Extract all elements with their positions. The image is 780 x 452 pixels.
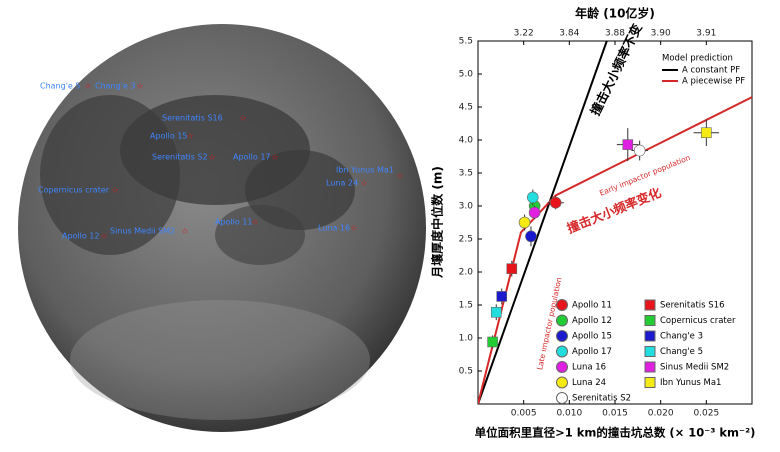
- legend-label: Apollo 15: [572, 332, 612, 342]
- legend-marker: [644, 361, 656, 373]
- site-star: ☆: [186, 132, 193, 141]
- moon-label: Serenitatis S16: [162, 114, 223, 123]
- x-tick-label: 0.015: [602, 409, 628, 419]
- point: [496, 291, 508, 302]
- site-star: ☆: [208, 153, 215, 162]
- x2-tick-label: 3.84: [559, 29, 579, 39]
- moon-label: Copernicus crater: [38, 186, 110, 195]
- point: [526, 191, 539, 204]
- model-line: [478, 96, 752, 404]
- legend-marker: [644, 299, 656, 311]
- highlands: [70, 300, 370, 420]
- site-star: ☆: [360, 179, 367, 188]
- x2-tick-label: 3.90: [651, 29, 671, 39]
- y-tick-label: 2.0: [459, 268, 474, 278]
- site-star: ☆: [239, 114, 246, 123]
- x-tick-label: 0.010: [556, 409, 582, 419]
- point: [518, 216, 531, 229]
- legend-title: Model prediction: [662, 54, 733, 64]
- moon-label: Luna 24: [326, 179, 358, 188]
- legend-marker: [556, 345, 568, 358]
- legend-marker: [644, 377, 656, 388]
- y-tick-label: 4.5: [459, 103, 473, 113]
- moon-label: Serenitatis S2: [152, 153, 208, 162]
- x2-tick-label: 3.91: [696, 29, 716, 39]
- legend-marker: [644, 330, 656, 342]
- legend-label: Apollo 11: [572, 301, 612, 311]
- point: [549, 196, 562, 209]
- moon: [18, 24, 426, 432]
- x-axis-title: 单位面积里直径>1 km的撞击坑总数 (× 10⁻³ km⁻²): [475, 426, 756, 440]
- point: [525, 230, 537, 243]
- site-star: ☆: [251, 218, 258, 227]
- legend-label: Ibn Yunus Ma1: [660, 378, 721, 388]
- point: [487, 336, 498, 348]
- x2-axis-title: 年龄 (10亿岁): [575, 6, 655, 21]
- site-star: ☆: [100, 232, 107, 241]
- moon-label: Chang'e 5: [40, 82, 80, 91]
- y-axis-title: 月壤厚度中位数 (m): [430, 166, 445, 279]
- legend-marker: [556, 392, 568, 404]
- legend-marker: [644, 346, 656, 357]
- moon-label: Luna 16: [318, 224, 350, 233]
- site-star: ☆: [111, 186, 118, 195]
- y-tick-label: 3.5: [459, 169, 473, 179]
- point: [528, 206, 541, 219]
- moon-label: Sinus Medii SM2: [110, 227, 175, 236]
- y-tick-label: 2.5: [459, 235, 473, 245]
- legend-label: Copernicus crater: [660, 316, 736, 326]
- model-line: [478, 41, 608, 404]
- legend-marker: [556, 361, 568, 373]
- moon-label: Apollo 15: [150, 132, 188, 141]
- point: [633, 144, 646, 157]
- legend-marker: [556, 299, 568, 311]
- y-tick-label: 5.5: [459, 37, 473, 47]
- legend-label: A piecewise PF: [682, 77, 745, 87]
- y-tick-label: 5.0: [459, 70, 474, 80]
- moon-label: Apollo 11: [215, 218, 253, 227]
- legend-label: Chang'e 5: [660, 347, 703, 357]
- point: [622, 139, 634, 150]
- mare: [215, 205, 305, 265]
- site-star: ☆: [84, 82, 91, 91]
- y-tick-label: 4.0: [459, 136, 474, 146]
- legend-label: Apollo 17: [572, 347, 612, 357]
- moon-label: Ibn Yunus Ma1: [336, 166, 394, 175]
- point: [490, 306, 502, 318]
- legend-marker: [556, 330, 568, 342]
- legend-label: Serenitatis S2: [572, 394, 631, 404]
- site-star: ☆: [136, 82, 143, 91]
- legend-label: Sinus Medii SM2: [660, 363, 729, 373]
- x-tick-label: 0.020: [648, 409, 674, 419]
- legend-label: Apollo 12: [572, 316, 612, 326]
- x2-tick-label: 3.22: [514, 29, 534, 39]
- moon-label: Apollo 17: [233, 153, 271, 162]
- x2-tick-label: 3.88: [605, 29, 625, 39]
- y-tick-label: 3.0: [459, 202, 474, 212]
- site-star: ☆: [271, 153, 278, 162]
- y-tick-label: 1.0: [459, 334, 474, 344]
- y-tick-label: 0.5: [459, 367, 473, 377]
- point: [701, 127, 712, 139]
- site-star: ☆: [396, 172, 403, 181]
- point: [506, 263, 518, 275]
- moon-label: Apollo 12: [62, 232, 100, 241]
- legend-label: A constant PF: [682, 66, 740, 76]
- moon-label: Chang'e 3: [95, 82, 135, 91]
- legend-label: Luna 16: [572, 363, 606, 373]
- legend-label: Luna 24: [572, 378, 606, 388]
- legend-marker: [556, 376, 568, 389]
- site-star: ☆: [181, 227, 188, 236]
- x-tick-label: 0.025: [693, 409, 719, 419]
- y-tick-label: 1.5: [459, 301, 473, 311]
- legend-label: Serenitatis S16: [660, 301, 725, 311]
- legend-marker: [644, 315, 656, 326]
- legend-marker: [556, 314, 568, 327]
- mare: [40, 95, 180, 255]
- x-tick-label: 0.005: [511, 409, 537, 419]
- site-star: ☆: [350, 224, 357, 233]
- legend-label: Chang'e 3: [660, 332, 703, 342]
